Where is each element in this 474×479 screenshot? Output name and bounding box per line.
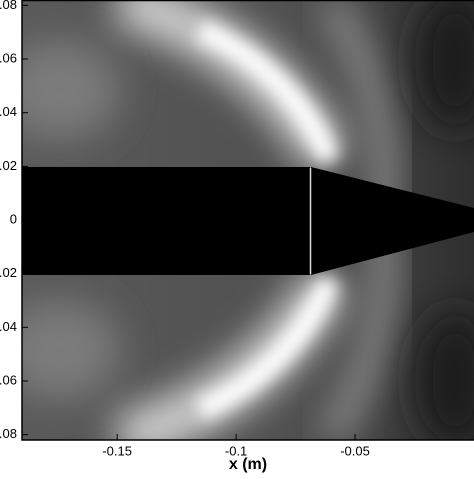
dark-region [415,0,474,130]
y-tick-label: 0.04 [0,104,17,119]
y-tick-label: 0 [10,211,17,226]
x-axis-label: x (m) [229,456,267,473]
y-tick-label: -0.08 [0,426,17,441]
body-cone [311,167,474,275]
x-tick-label: -0.15 [102,443,132,458]
wave-band [195,19,341,165]
wave-band [195,275,341,421]
body-cylinder [22,167,310,275]
y-tick-label: -0.04 [0,319,17,334]
y-tick-label: -0.02 [0,265,17,280]
y-tick-label: 0.08 [0,0,17,12]
field [22,0,474,440]
y-tick-label: 0.06 [0,50,17,65]
y-tick-label: -0.06 [0,372,17,387]
x-tick-label: -0.05 [340,443,370,458]
dark-region [415,310,474,440]
wave-band [22,40,120,140]
wave-band [22,300,120,400]
x-tick-label: -0.1 [225,443,247,458]
y-tick-label: 0.02 [0,158,17,173]
